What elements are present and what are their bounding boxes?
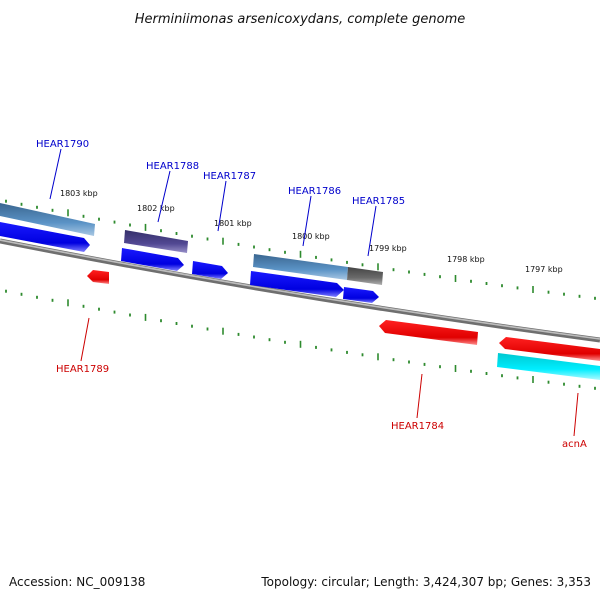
gene-feature[interactable] — [347, 267, 383, 285]
reverse-gene-labels: HEAR1789 HEAR1784 acnA — [56, 317, 587, 450]
gene-feature[interactable] — [0, 203, 95, 236]
map-title: Herminiimonas arsenicoxydans, complete g… — [135, 12, 465, 27]
scale-ticks-upper — [5, 199, 596, 300]
gene-label[interactable]: HEAR1784 — [391, 421, 444, 432]
scale-ticks-lower — [5, 289, 596, 390]
gene-label[interactable]: HEAR1790 — [36, 139, 89, 150]
gene-label[interactable]: HEAR1786 — [288, 186, 341, 197]
scale-labels: 1803 kbp 1802 kbp 1801 kbp 1800 kbp 1799… — [60, 189, 563, 274]
scale-label: 1803 kbp — [60, 189, 98, 198]
scale-label: 1798 kbp — [447, 255, 485, 264]
forward-gene-labels: HEAR1790 HEAR1788 HEAR1787 HEAR1786 HEAR… — [36, 139, 405, 257]
scale-label: 1797 kbp — [525, 265, 563, 274]
scale-label: 1800 kbp — [292, 232, 330, 241]
gene-feature[interactable] — [124, 230, 188, 253]
gene-feature[interactable] — [250, 271, 344, 297]
gene-feature[interactable] — [121, 248, 184, 271]
scale-label: 1801 kbp — [214, 219, 252, 228]
gene-feature[interactable] — [499, 337, 600, 361]
gene-feature[interactable] — [253, 254, 348, 280]
accession-text: Accession: NC_009138 — [9, 575, 145, 589]
gene-label[interactable]: HEAR1789 — [56, 364, 109, 375]
genome-summary-text: Topology: circular; Length: 3,424,307 bp… — [260, 575, 591, 589]
gene-feature[interactable] — [0, 222, 90, 252]
gene-label[interactable]: HEAR1788 — [146, 161, 199, 172]
gene-feature[interactable] — [497, 353, 600, 380]
gene-feature[interactable] — [343, 287, 379, 303]
scale-label: 1799 kbp — [369, 244, 407, 253]
reverse-genes — [87, 270, 600, 380]
gene-label[interactable]: acnA — [562, 439, 587, 450]
gene-feature[interactable] — [192, 261, 228, 279]
gene-label[interactable]: HEAR1787 — [203, 171, 256, 182]
genome-backbone — [0, 238, 600, 343]
forward-genes — [0, 203, 383, 303]
gene-feature[interactable] — [87, 270, 109, 284]
scale-label: 1802 kbp — [137, 204, 175, 213]
gene-label[interactable]: HEAR1785 — [352, 196, 405, 207]
gene-feature[interactable] — [379, 320, 478, 345]
